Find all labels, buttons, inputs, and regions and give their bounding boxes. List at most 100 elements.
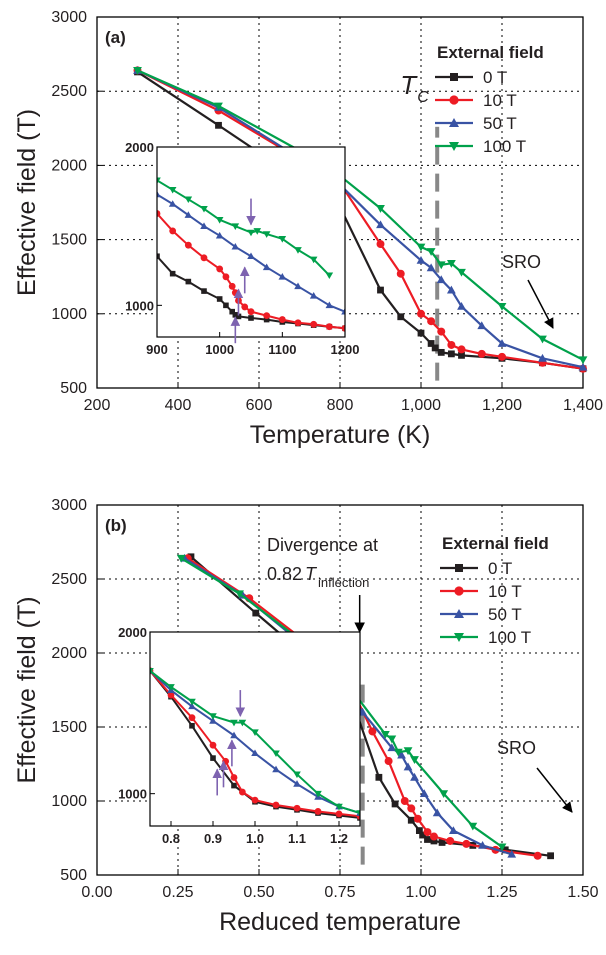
main-series-1-point-4 xyxy=(384,757,393,766)
main-series-1-point-5 xyxy=(417,309,425,318)
y-tick-label: 3000 xyxy=(51,497,87,514)
main-series-1-point-9 xyxy=(429,832,438,841)
inset-x-tick-label: 0.8 xyxy=(162,831,180,846)
inset-y-tick-label: 2000 xyxy=(125,140,154,155)
main-series-2-point-13 xyxy=(578,362,588,371)
x-tick-label: 1.25 xyxy=(486,884,517,901)
inset-series-1-point-9 xyxy=(241,303,249,311)
legend-label-0: 0 T xyxy=(483,68,507,87)
x-tick-label: 600 xyxy=(246,397,273,414)
main-series-2-point-8 xyxy=(410,772,419,781)
legend: External field 0 T 10 T 50 T 100 T xyxy=(435,43,544,156)
x-axis-label: Reduced temperature xyxy=(219,908,461,936)
legend-marker-1 xyxy=(454,586,464,596)
main-series-0-point-6 xyxy=(415,827,423,834)
legend-label-1: 10 T xyxy=(483,91,517,110)
main-series-3-point-11 xyxy=(538,335,547,344)
main-series-0-point-7 xyxy=(431,344,439,352)
main-series-1-point-4 xyxy=(396,269,405,278)
x-tick-label: 1.50 xyxy=(567,884,598,901)
main-series-3-point-12 xyxy=(578,356,588,365)
main-series-1-point-5 xyxy=(400,797,409,805)
inset-series-3-point-12 xyxy=(325,272,334,280)
inset-series-1-point-11 xyxy=(335,810,343,818)
divergence-label-line1: Divergence at xyxy=(267,535,378,555)
inset-series-1-point-5 xyxy=(230,774,238,781)
inset-series-0-point-6 xyxy=(229,308,235,315)
main-series-3-point-0 xyxy=(133,67,142,75)
sro-label: SRO xyxy=(497,738,536,758)
divergence-label-T: T xyxy=(305,564,318,584)
main-series-3-point-7 xyxy=(436,261,446,270)
main-series-1-point-6 xyxy=(427,317,436,326)
main-series-0-point-3 xyxy=(377,286,384,294)
legend-marker-0 xyxy=(450,73,458,81)
x-tick-label: 800 xyxy=(327,397,354,414)
y-tick-label: 3000 xyxy=(51,9,87,26)
inset-series-3-point-5 xyxy=(238,719,247,727)
main-series-2-point-7 xyxy=(403,762,413,771)
inset-y-tick-label: 2000 xyxy=(118,625,147,640)
inset-series-1-point-5 xyxy=(222,273,230,281)
legend-label-2: 50 T xyxy=(483,114,517,133)
inset-series-1-point-16 xyxy=(341,324,345,332)
x-axis-label: Temperature (K) xyxy=(250,421,431,449)
main-series-0-point-6 xyxy=(427,340,435,347)
inset-x-tick-label: 1000 xyxy=(205,342,234,357)
inset-series-2-point-3 xyxy=(200,222,208,229)
inset-series-2-point-1 xyxy=(168,200,177,207)
inset-series-3-point-9 xyxy=(314,790,322,798)
divergence-label-sub: inflection xyxy=(318,575,369,590)
inset-series-0-point-4 xyxy=(216,296,223,302)
main-series-1-point-8 xyxy=(423,828,432,837)
y-tick-label: 500 xyxy=(60,380,87,397)
main-series-2-point-11 xyxy=(497,339,507,347)
inset-series-1-point-13 xyxy=(294,319,302,327)
main-series-0-point-9 xyxy=(430,837,438,845)
y-tick-label: 2500 xyxy=(51,83,87,100)
main-series-0-point-4 xyxy=(391,800,399,808)
inset-series-2-point-6 xyxy=(247,252,255,260)
inset-series-0-point-2 xyxy=(189,722,195,729)
inset-series-3-point-1 xyxy=(168,186,177,194)
inset-series-2 xyxy=(157,190,345,315)
main-series-0-point-8 xyxy=(424,836,431,843)
main-series-2-point-9 xyxy=(457,301,466,310)
y-tick-label: 1500 xyxy=(51,719,87,736)
y-tick-label: 1000 xyxy=(51,306,87,323)
inset-series-3-point-8 xyxy=(262,231,271,238)
main-series-1-point-11 xyxy=(462,839,471,848)
main-series-3-point-1 xyxy=(235,590,244,599)
legend-label-2: 50 T xyxy=(488,605,522,624)
inset-series-3 xyxy=(157,177,334,280)
main-series-1-point-11 xyxy=(498,352,506,361)
legend-marker-0 xyxy=(455,564,463,572)
y-tick-label: 2000 xyxy=(51,157,87,174)
inset-series-3 xyxy=(150,668,360,817)
main-series-0-point-5 xyxy=(407,816,415,824)
grid xyxy=(97,505,583,875)
main-series-3-point-9 xyxy=(410,756,419,764)
inset-series-0-point-3 xyxy=(210,755,216,761)
inset-x-tick-label: 1200 xyxy=(331,342,360,357)
tc-subscript: C xyxy=(417,89,429,106)
inset-series-1-point-1 xyxy=(167,691,175,699)
inset-series-2-point-9 xyxy=(294,282,302,290)
main-series-2-point-6 xyxy=(426,263,436,272)
main-series-0-point-1 xyxy=(252,609,260,617)
main-series-2-point-4 xyxy=(376,220,385,229)
legend-label-0: 0 T xyxy=(488,559,512,578)
main-series-2-point-10 xyxy=(432,808,442,817)
main-series-3-point-6 xyxy=(387,735,397,744)
inset-series-1-point-1 xyxy=(169,227,177,235)
inset-series-2-point-8 xyxy=(278,273,287,280)
inset-x-tick-label: 900 xyxy=(146,342,168,357)
panel-label: (b) xyxy=(105,516,127,535)
inset-series-2-point-12 xyxy=(341,307,345,315)
inset-series-1-point-9 xyxy=(293,804,301,812)
main-series-2-point-5 xyxy=(416,255,426,264)
inset-series-1-point-12 xyxy=(278,316,286,323)
inset-series-3-point-3 xyxy=(200,205,208,213)
main-series-3-point-11 xyxy=(468,822,478,831)
legend-marker-2 xyxy=(454,609,464,618)
